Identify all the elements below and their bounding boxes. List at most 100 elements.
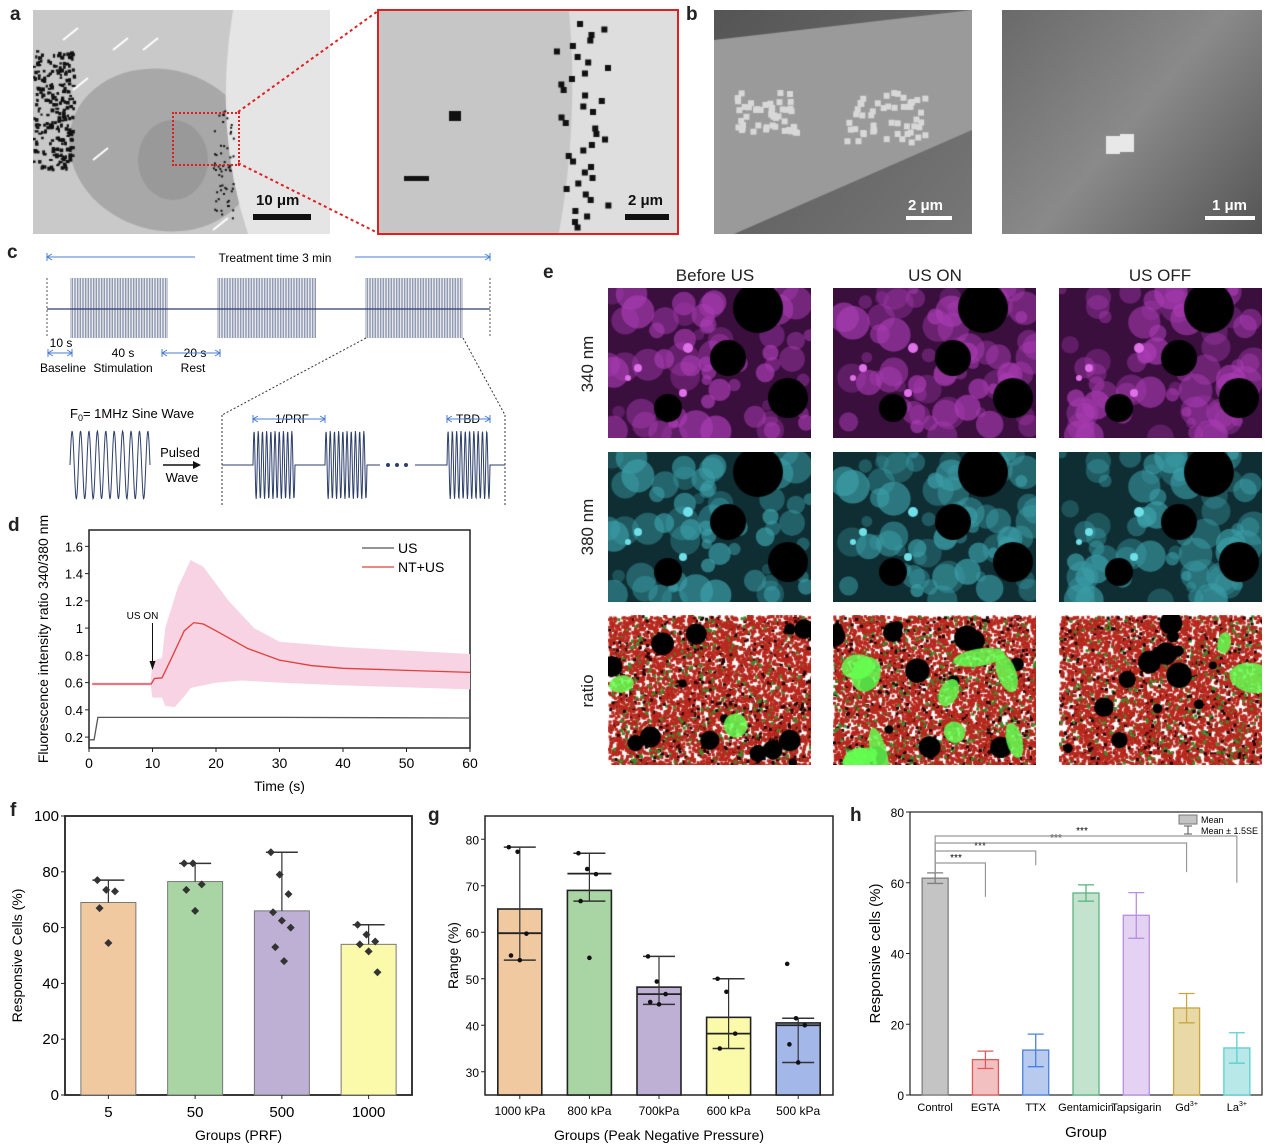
- fluorescence-image-ratio-2: [833, 615, 1036, 765]
- data-point: [784, 961, 790, 967]
- x-tick-label: 10: [145, 755, 161, 771]
- tem-image-inset: [377, 9, 679, 235]
- data-point: [663, 991, 668, 997]
- y-tick-label: 80: [891, 806, 905, 820]
- x-tick-label: EGTA: [971, 1102, 1001, 1114]
- y-tick-label: 80: [466, 833, 480, 847]
- tem-image-overview: [33, 10, 330, 234]
- scale-bar-label: 1 μm: [1212, 197, 1248, 214]
- data-point: [515, 849, 520, 855]
- x-tick-label: Tapsigarin: [1111, 1102, 1161, 1114]
- category-name: Gentamicin: [1058, 1102, 1114, 1114]
- baseline-label: Baseline: [40, 361, 86, 375]
- y-axis-label: Range (%): [445, 922, 461, 989]
- plot-frame: [64, 815, 413, 1096]
- y-tick-label: 20: [891, 1018, 905, 1032]
- data-point: [197, 880, 206, 889]
- panel-label-c: c: [7, 242, 18, 263]
- scale-bar: [1205, 216, 1255, 220]
- data-point: [180, 859, 189, 868]
- baseline-duration: 10 s: [50, 336, 73, 350]
- panel-label-e: e: [543, 262, 554, 283]
- carrier-wave-label: F0= 1MHz Sine Wave: [70, 406, 194, 423]
- data-point: [645, 954, 651, 959]
- y-tick-label: 0.2: [65, 730, 83, 745]
- data-point: [93, 876, 102, 885]
- x-axis-label: Groups (Peak Negative Pressure): [554, 1127, 764, 1143]
- baseline-arrow-left-head: [47, 349, 54, 357]
- panel-label-d: d: [8, 515, 20, 536]
- category-superscript: 3+: [1190, 1101, 1198, 1108]
- sine-wave: [69, 429, 151, 501]
- significance-label: ***: [974, 841, 986, 852]
- x-tick-label: 0: [85, 755, 93, 771]
- category-name: Control: [917, 1102, 952, 1114]
- sem-image-particle: [1002, 10, 1262, 234]
- y-tick-label: 1.6: [65, 539, 83, 554]
- data-point: [593, 871, 599, 877]
- chart-g: 30 40 50 60 70 80 Range (%) Groups (Peak Negati…: [445, 815, 834, 1143]
- y-tick-label: 100: [34, 808, 59, 825]
- x-tick-label: 60: [462, 755, 478, 771]
- x-axis-label: Time (s): [254, 778, 305, 794]
- category-name: Gd: [1175, 1102, 1190, 1114]
- bar-800kPa: [566, 889, 613, 1096]
- legend-label: NT+US: [398, 559, 444, 575]
- data-point: [578, 898, 583, 904]
- bar-tapsigarin: [1122, 914, 1150, 1096]
- data-point: [787, 1042, 792, 1047]
- fluorescence-image-340nm-2: [833, 288, 1036, 438]
- annotation-arrow-head: [149, 661, 156, 670]
- y-tick-label: 20: [42, 1031, 59, 1048]
- column-title-us-off: US OFF: [1128, 266, 1192, 285]
- data-point: [277, 916, 286, 925]
- data-point: [371, 937, 380, 946]
- stimulation-burst: [70, 278, 168, 338]
- y-tick-label: 1.4: [65, 567, 83, 582]
- data-point: [793, 1015, 799, 1021]
- chart-d: 0.2 0.4 0.6 0.8 1 1.2 1.4 1.6 Fluorescence inten…: [35, 515, 478, 794]
- data-point: [362, 930, 371, 939]
- baseline-arrow-right-head: [66, 349, 73, 357]
- data-point: [508, 953, 514, 958]
- zoom-region-box: [172, 112, 240, 166]
- data-point: [724, 989, 729, 995]
- x-tick-label: 500: [269, 1104, 294, 1121]
- y-tick-label: 30: [466, 1066, 480, 1080]
- scale-bar-label: 2 μm: [628, 192, 664, 209]
- stim-end-arrow-right-head: [214, 349, 221, 357]
- nt-us-error-band: [92, 559, 471, 708]
- panel-label-g: g: [428, 805, 440, 826]
- ellipsis-dot: [395, 463, 399, 467]
- data-point: [584, 866, 590, 872]
- category-name: EGTA: [971, 1102, 1001, 1114]
- x-tick-label: La3+: [1227, 1101, 1247, 1114]
- x-tick-label: Gd3+: [1175, 1101, 1198, 1114]
- y-axis-label: Responsive cells (%): [867, 883, 884, 1023]
- panel-label-b: b: [686, 4, 698, 25]
- fluorescence-image-380nm-2: [833, 452, 1036, 602]
- x-tick-label: 700kPa: [639, 1104, 680, 1118]
- column-title-us-on: US ON: [908, 266, 962, 285]
- data-point: [373, 968, 382, 977]
- legend-error-icon: [1184, 825, 1192, 835]
- zoom-line: [221, 337, 367, 416]
- data-point: [182, 885, 191, 894]
- scale-bar: [253, 214, 311, 220]
- scale-bar-label: 2 μm: [908, 197, 944, 214]
- x-axis-label: Groups (PRF): [195, 1127, 282, 1143]
- category-name: TTX: [1025, 1102, 1046, 1114]
- data-point: [654, 979, 660, 984]
- data-point: [795, 1060, 801, 1065]
- data-point: [576, 850, 581, 856]
- data-point: [271, 943, 280, 952]
- fluorescence-image-ratio-3: [1059, 615, 1262, 765]
- data-point: [110, 887, 119, 896]
- prf-arrow-right-head: [319, 415, 326, 423]
- data-point: [802, 1022, 808, 1028]
- category-name: Tapsigarin: [1111, 1102, 1161, 1114]
- panel-label-a: a: [10, 4, 21, 25]
- wave-label: Wave: [166, 470, 199, 485]
- category-name: La: [1227, 1102, 1240, 1114]
